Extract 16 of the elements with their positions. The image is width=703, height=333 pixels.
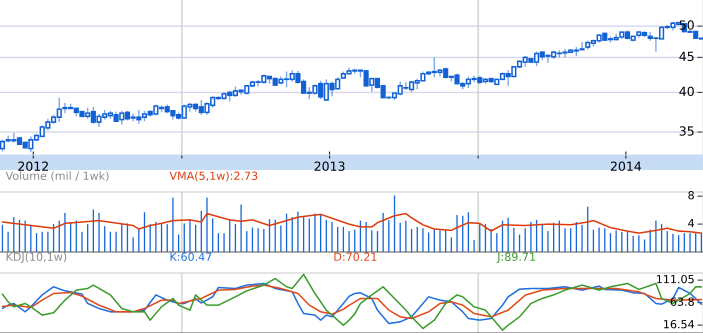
x-tick-label: 2013 [314, 161, 344, 171]
text: J:89.71 [496, 252, 536, 264]
chart-title: KDJ(10,1w) [6, 252, 66, 264]
y-tick-label: 8 [688, 191, 694, 200]
y-tick-label: 16.54 [664, 320, 694, 328]
text: VMA(5,1w):2.73 [170, 171, 258, 182]
text: K:60.47 [170, 252, 212, 261]
x-tick-label: 2014 [610, 161, 642, 171]
y-tick-label: 45 [679, 52, 694, 62]
y-tick-label: 111.05 [657, 274, 694, 284]
text: D:70.21 [334, 252, 376, 261]
y-tick-label: 40 [679, 86, 694, 96]
chart-title: Volume (mil / 1wk) [6, 171, 109, 182]
x-tick-label: 2012 [18, 161, 48, 171]
y-tick-label: 4 [688, 219, 694, 228]
y-tick-label: 35 [680, 126, 694, 136]
